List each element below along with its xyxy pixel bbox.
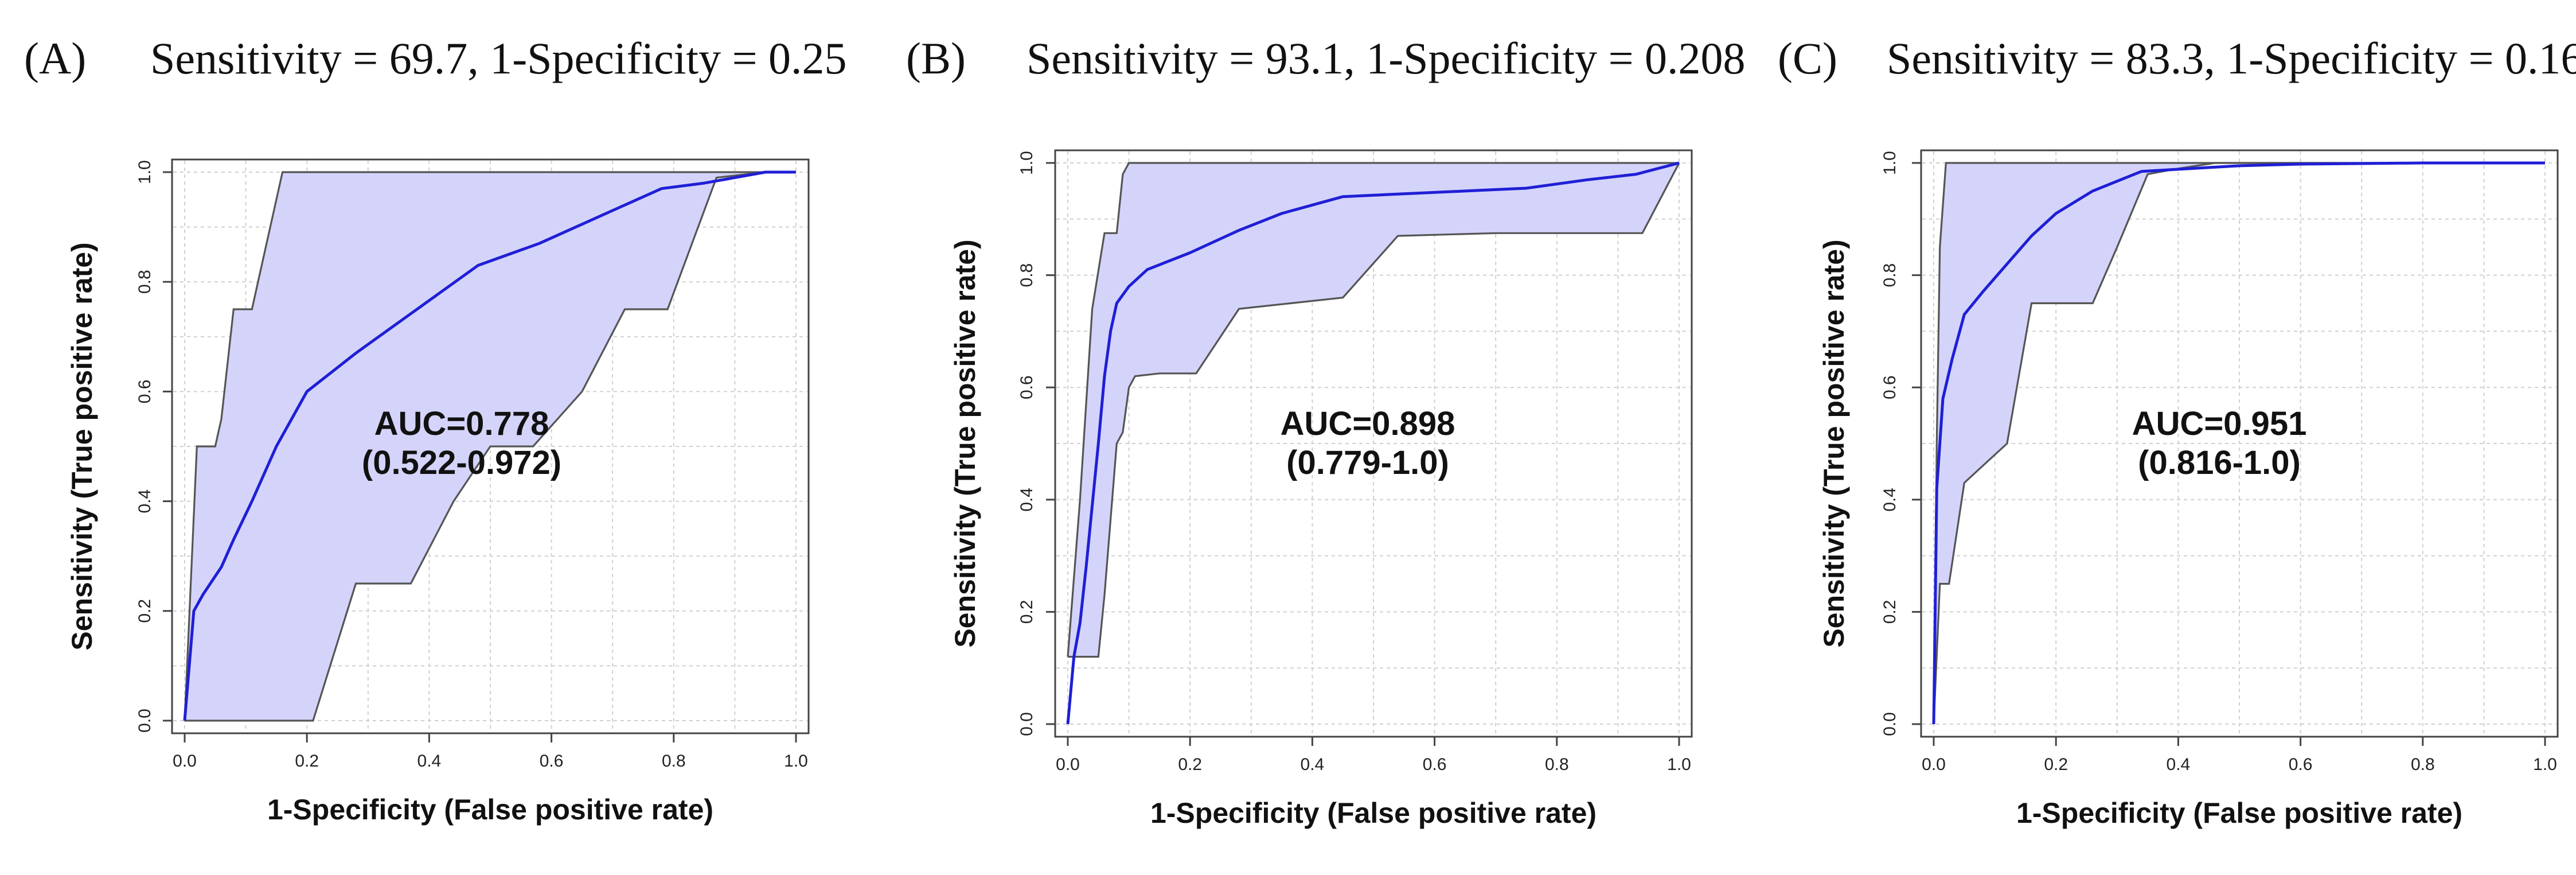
chart-title: Sensitivity = 93.1, 1-Specificity = 0.20… <box>1027 33 1746 83</box>
x-tick-label: 0.2 <box>2044 755 2068 774</box>
x-axis-ticks: 0.0 0.2 0.4 0.6 0.8 1.0 <box>1056 737 1691 774</box>
ci-upper-line <box>1067 162 1679 657</box>
y-tick-label: 0.4 <box>1017 488 1036 512</box>
x-tick-label: 0.8 <box>1545 755 1569 774</box>
plot-frame <box>1054 149 1693 738</box>
x-tick-label: 1.0 <box>784 752 808 771</box>
auc-ci-label: (0.779-1.0) <box>1286 444 1449 481</box>
x-tick-label: 0.8 <box>2411 755 2435 774</box>
x-tick-label: 0.8 <box>662 752 686 771</box>
y-axis-ticks: 0.0 0.2 0.4 0.6 0.8 1.0 <box>1880 151 1921 736</box>
chart-title: Sensitivity = 69.7, 1-Specificity = 0.25 <box>150 33 847 83</box>
x-tick-label: 0.4 <box>2167 755 2191 774</box>
y-axis-label: Sensitivity (True positive rate) <box>66 242 98 650</box>
x-tick-label: 0.6 <box>2289 755 2313 774</box>
y-tick-label: 0.8 <box>135 270 154 294</box>
panel-label: (A) <box>24 33 86 83</box>
x-tick-label: 0.6 <box>1423 755 1447 774</box>
x-tick-label: 0.2 <box>1178 755 1202 774</box>
y-tick-label: 0.0 <box>1880 712 1899 736</box>
roc-curve-line <box>183 170 796 721</box>
x-axis-ticks: 0.0 0.2 0.4 0.6 0.8 1.0 <box>173 733 808 771</box>
x-axis-label: 1-Specificity (False positive rate) <box>2016 797 2462 829</box>
panel-label: (B) <box>906 33 966 83</box>
x-tick-label: 0.0 <box>173 752 197 771</box>
y-tick-label: 0.6 <box>135 380 154 404</box>
auc-value-label: AUC=0.778 <box>374 405 549 442</box>
auc-ci-label: (0.816-1.0) <box>2138 444 2301 481</box>
ci-band-area <box>1068 163 1679 657</box>
x-axis-ticks: 0.0 0.2 0.4 0.6 0.8 1.0 <box>1922 737 2557 774</box>
y-axis-label: Sensitivity (True positive rate) <box>949 239 981 647</box>
auc-value-label: AUC=0.951 <box>2132 405 2307 442</box>
roc-panel-b: (B) Sensitivity = 93.1, 1-Specificity = 0… <box>906 33 1746 829</box>
y-tick-label: 0.8 <box>1017 263 1036 287</box>
auc-ci-label: (0.522-0.972) <box>362 444 561 481</box>
plot-frame <box>171 158 810 734</box>
roc-curve-line <box>1932 161 2545 725</box>
y-axis-ticks: 0.0 0.2 0.4 0.6 0.8 1.0 <box>135 160 172 733</box>
panel-label: (C) <box>1778 33 1837 83</box>
y-tick-label: 0.6 <box>1017 375 1036 399</box>
x-tick-label: 1.0 <box>1667 755 1691 774</box>
y-tick-label: 1.0 <box>1880 151 1899 175</box>
y-tick-label: 1.0 <box>1017 151 1036 175</box>
x-tick-label: 0.2 <box>295 752 319 771</box>
y-tick-label: 0.6 <box>1880 375 1899 399</box>
y-tick-label: 0.0 <box>135 709 154 733</box>
ci-lower-line <box>1068 162 1680 658</box>
y-axis-label: Sensitivity (True positive rate) <box>1818 239 1850 647</box>
roc-curve-line <box>1066 161 1680 725</box>
x-tick-label: 0.0 <box>1056 755 1080 774</box>
y-tick-label: 0.2 <box>135 599 154 623</box>
auc-value-label: AUC=0.898 <box>1281 405 1455 442</box>
roc-panel-a: (A) Sensitivity = 69.7, 1-Specificity = 0… <box>24 33 847 826</box>
x-tick-label: 0.6 <box>540 752 564 771</box>
x-tick-label: 0.4 <box>417 752 442 771</box>
roc-panel-c: (C) Sensitivity = 83.3, 1-Specificity = 0… <box>1778 33 2576 829</box>
ci-lower-line <box>185 171 796 722</box>
x-axis-label: 1-Specificity (False positive rate) <box>267 794 713 826</box>
chart-title: Sensitivity = 83.3, 1-Specificity = 0.16… <box>1887 33 2576 83</box>
x-axis-label: 1-Specificity (False positive rate) <box>1150 797 1597 829</box>
y-tick-label: 0.2 <box>1017 600 1036 624</box>
x-tick-label: 0.4 <box>1301 755 1325 774</box>
y-axis-ticks: 0.0 0.2 0.4 0.6 0.8 1.0 <box>1017 151 1055 736</box>
y-tick-label: 0.2 <box>1880 600 1899 624</box>
y-tick-label: 0.4 <box>135 489 154 514</box>
y-tick-label: 1.0 <box>135 160 154 184</box>
y-tick-label: 0.0 <box>1017 712 1036 736</box>
x-tick-label: 0.0 <box>1922 755 1946 774</box>
x-tick-label: 1.0 <box>2533 755 2557 774</box>
y-tick-label: 0.8 <box>1880 263 1899 287</box>
ci-upper-line <box>1933 162 2545 725</box>
ci-lower-line <box>1933 162 2545 725</box>
ci-upper-line <box>184 171 796 721</box>
plot-frame <box>1920 149 2559 738</box>
y-tick-label: 0.4 <box>1880 488 1899 512</box>
